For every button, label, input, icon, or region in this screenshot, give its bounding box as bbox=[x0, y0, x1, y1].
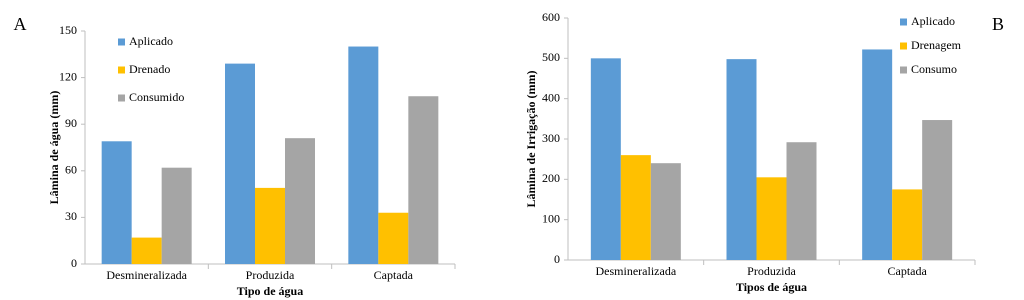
x-tick-label: Produzida bbox=[246, 268, 295, 282]
panel-label: A bbox=[14, 14, 27, 34]
legend-swatch bbox=[900, 42, 907, 50]
bar bbox=[590, 58, 621, 261]
bar bbox=[408, 96, 439, 265]
panel-label: B bbox=[992, 14, 1004, 34]
legend-label: Drenagem bbox=[911, 38, 962, 52]
legend-swatch bbox=[900, 18, 907, 26]
bar bbox=[161, 167, 192, 264]
y-tick-label: 120 bbox=[59, 69, 77, 83]
legend-swatch bbox=[118, 38, 125, 46]
bar bbox=[756, 177, 787, 260]
y-tick-label: 90 bbox=[65, 116, 77, 130]
bar bbox=[786, 142, 817, 260]
y-axis-title: Lâmina de água (mm) bbox=[47, 91, 61, 205]
x-axis-title: Tipo de água bbox=[237, 284, 303, 298]
y-axis-title: Lâmina de Irrigação (mm) bbox=[524, 71, 538, 208]
bar bbox=[378, 212, 409, 264]
y-tick-label: 500 bbox=[542, 50, 560, 64]
legend-label: Consumido bbox=[129, 90, 184, 104]
bar bbox=[650, 163, 681, 260]
y-tick-label: 150 bbox=[59, 23, 77, 37]
legend-swatch bbox=[118, 66, 125, 74]
x-tick-label: Desmineralizada bbox=[106, 268, 187, 282]
x-tick-label: Captada bbox=[888, 264, 928, 278]
y-tick-label: 60 bbox=[65, 163, 77, 177]
y-tick-label: 0 bbox=[71, 256, 77, 270]
x-tick-label: Produzida bbox=[747, 264, 796, 278]
y-tick-label: 600 bbox=[542, 10, 560, 24]
x-tick-label: Captada bbox=[374, 268, 414, 282]
bar bbox=[255, 187, 285, 264]
legend-label: Drenado bbox=[129, 62, 170, 76]
y-tick-label: 0 bbox=[554, 252, 560, 266]
y-tick-label: 30 bbox=[65, 209, 77, 223]
y-tick-label: 300 bbox=[542, 131, 560, 145]
legend-label: Aplicado bbox=[911, 14, 955, 28]
bar bbox=[892, 189, 923, 260]
x-axis-title: Tipos de água bbox=[736, 280, 807, 294]
legend-label: Consumo bbox=[911, 62, 957, 76]
bar bbox=[101, 141, 132, 264]
bar bbox=[862, 49, 893, 261]
legend-swatch bbox=[900, 66, 907, 74]
x-tick-label: Desmineralizada bbox=[596, 264, 677, 278]
bar bbox=[620, 155, 651, 260]
legend-swatch bbox=[118, 94, 125, 102]
y-tick-label: 400 bbox=[542, 90, 560, 104]
legend-label: Aplicado bbox=[129, 34, 173, 48]
bar bbox=[285, 138, 315, 264]
bar bbox=[131, 237, 162, 264]
bar bbox=[225, 63, 255, 265]
bar bbox=[348, 46, 379, 265]
y-tick-label: 200 bbox=[542, 171, 560, 185]
y-tick-label: 100 bbox=[542, 211, 560, 225]
bar bbox=[726, 59, 757, 260]
bar bbox=[922, 120, 953, 260]
